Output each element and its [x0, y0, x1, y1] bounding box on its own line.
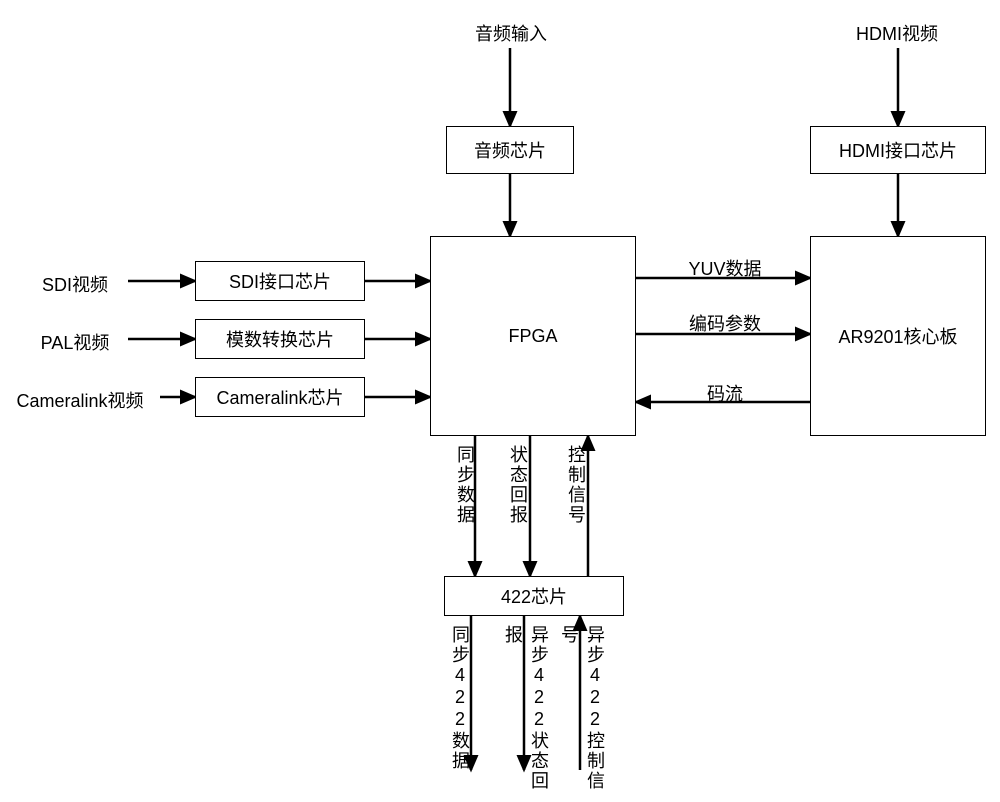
ctrl-signal-vlabel: 控制信号: [563, 445, 589, 525]
adc-chip-box: 模数转换芯片: [195, 319, 365, 359]
cameralink-chip-text: Cameralink芯片: [216, 384, 343, 410]
ar9201-box: AR9201核心板: [810, 236, 986, 436]
stream-label: 码流: [700, 380, 750, 406]
audio-input-label: 音频输入: [466, 20, 556, 46]
async-422-status-vlabel: 异步422状态回报: [500, 625, 552, 802]
enc-params-label: 编码参数: [680, 310, 770, 336]
async-422-ctrl-vlabel: 异步422控制信号: [556, 625, 608, 802]
audio-chip-text: 音频芯片: [474, 137, 546, 163]
hdmi-video-label: HDMI视频: [852, 20, 942, 46]
chip-422-text: 422芯片: [501, 583, 567, 609]
sdi-chip-box: SDI接口芯片: [195, 261, 365, 301]
cameralink-video-label: Cameralink视频: [5, 387, 155, 413]
cameralink-chip-box: Cameralink芯片: [195, 377, 365, 417]
sdi-chip-text: SDI接口芯片: [229, 268, 331, 294]
sync-data-vlabel: 同步数据: [452, 445, 478, 525]
ar9201-text: AR9201核心板: [838, 323, 957, 349]
audio-chip-box: 音频芯片: [446, 126, 574, 174]
yuv-data-label: YUV数据: [680, 255, 770, 281]
hdmi-chip-box: HDMI接口芯片: [810, 126, 986, 174]
pal-video-label: PAL视频: [30, 329, 120, 355]
chip-422-box: 422芯片: [444, 576, 624, 616]
fpga-box: FPGA: [430, 236, 636, 436]
hdmi-chip-text: HDMI接口芯片: [839, 137, 957, 163]
sdi-video-label: SDI视频: [30, 271, 120, 297]
fpga-text: FPGA: [508, 326, 557, 347]
sync-422-data-vlabel: 同步422数据: [447, 625, 473, 771]
status-report-vlabel: 状态回报: [505, 445, 531, 525]
adc-chip-text: 模数转换芯片: [226, 326, 334, 352]
